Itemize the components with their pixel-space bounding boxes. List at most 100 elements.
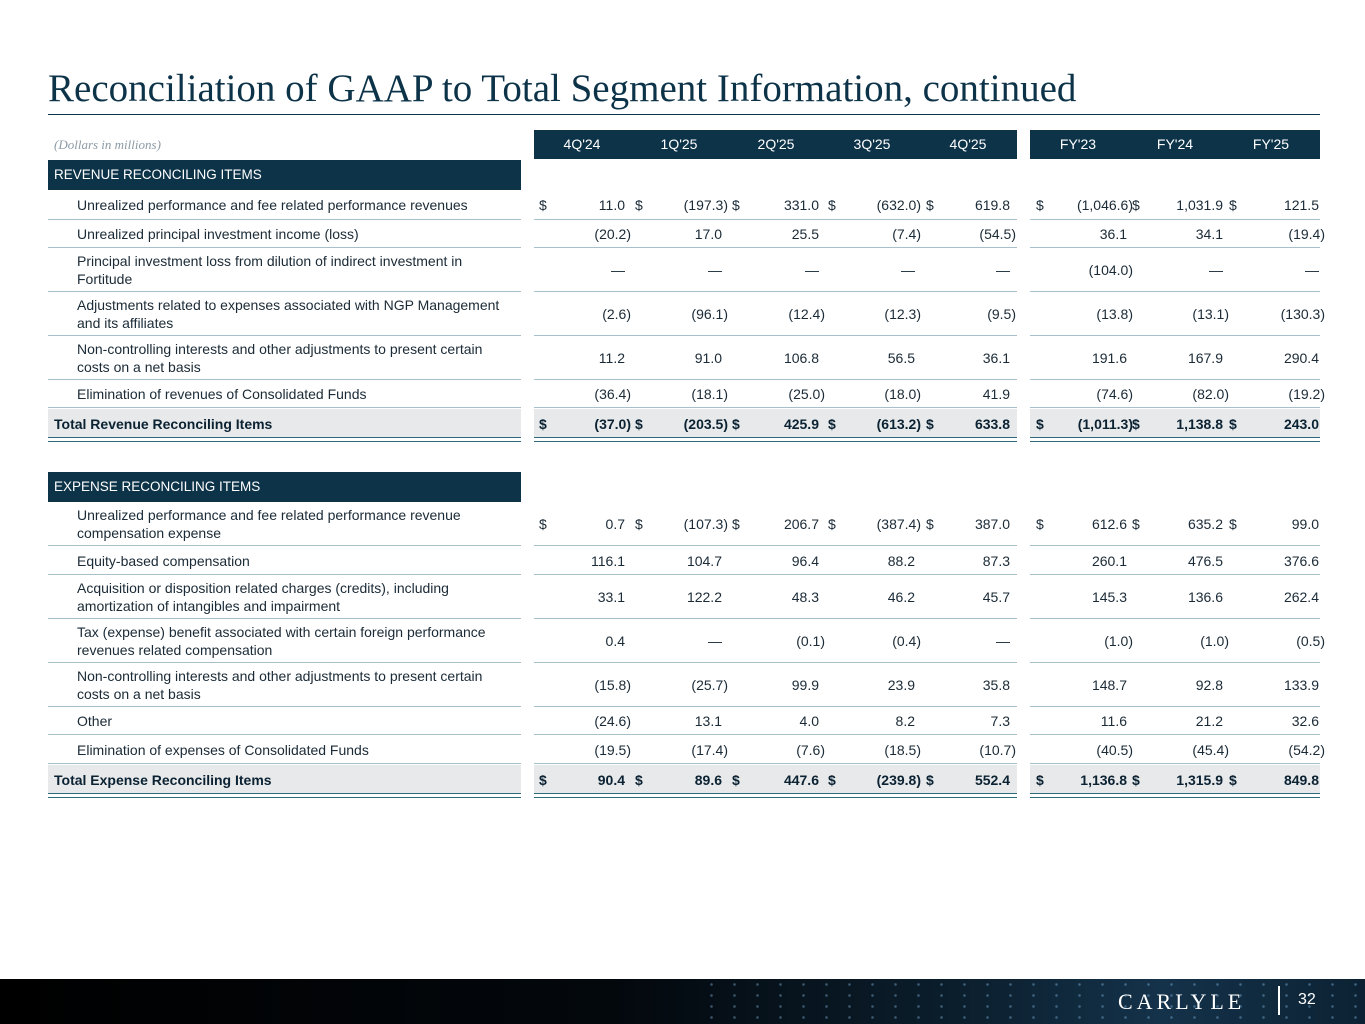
table-row: Adjustments related to expenses associat… (48, 292, 1325, 336)
cell-value: 7.3 (990, 713, 1010, 729)
cell-value: (82.0) (1192, 386, 1229, 402)
cell-value: (203.5) (683, 415, 728, 432)
table-row: Unrealized performance and fee related p… (48, 190, 1320, 220)
cell-value: (96.1) (691, 306, 728, 322)
row-divider (48, 219, 521, 220)
currency-symbol: $ (1036, 771, 1044, 788)
row-divider (48, 247, 521, 248)
row-divider (1030, 545, 1320, 546)
cell-value: (54.2) (1288, 741, 1325, 758)
cell-value: (74.6) (1096, 386, 1133, 402)
cell-value: (1.0) (1200, 633, 1229, 649)
cell-value: 23.9 (887, 677, 915, 693)
table-row: Non-controlling interests and other adju… (48, 336, 1320, 380)
cell-value: — (708, 633, 722, 649)
cell-value: 21.2 (1195, 713, 1223, 729)
total-row: Total Revenue Reconciling Items $ (37.0) $(… (48, 409, 1320, 442)
cell-value: 56.5 (887, 350, 915, 366)
footer-bar: CARLYLE 32 (0, 979, 1365, 1024)
currency-symbol: $ (1132, 771, 1140, 788)
carlyle-logo: CARLYLE (1118, 989, 1246, 1014)
row-divider (534, 574, 1017, 575)
table-row: Unrealized performance and fee related p… (48, 502, 1320, 546)
total-row-label: Total Expense Reconciling Items (54, 771, 272, 788)
row-divider (48, 574, 521, 575)
cell-value: (0.5) (1296, 633, 1325, 649)
double-underline (1030, 437, 1320, 442)
double-underline (48, 793, 521, 798)
total-row-label: Total Revenue Reconciling Items (54, 415, 273, 432)
currency-symbol: $ (635, 415, 643, 432)
cell-value: (1,046.6) (1076, 197, 1133, 213)
cell-value: (10.7) (979, 741, 1016, 758)
cell-value: (0.1) (796, 633, 825, 649)
currency-symbol: $ (732, 415, 740, 432)
footer-pattern (700, 979, 1365, 1024)
cell-value: 4.0 (799, 713, 819, 729)
cell-value: 17.0 (694, 226, 722, 242)
currency-symbol: $ (1132, 197, 1140, 213)
cell-value: 34.1 (1195, 226, 1223, 242)
row-divider (1030, 618, 1320, 619)
cell-value: (19.5) (594, 741, 631, 758)
units-note: (Dollars in millions) (54, 137, 161, 152)
row-divider (534, 379, 1017, 380)
cell-value: — (901, 262, 915, 278)
cell-value: 612.6 (1091, 516, 1127, 532)
table-row: Acquisition or disposition related charg… (48, 575, 1320, 619)
cell-value: (107.3) (683, 516, 728, 532)
row-divider (1030, 407, 1320, 408)
cell-value: 476.5 (1187, 552, 1223, 569)
expense-section-header: EXPENSE RECONCILING ITEMS (48, 472, 521, 502)
row-divider (534, 734, 1017, 735)
column-header: FY'24 (1156, 136, 1194, 152)
cell-value: — (996, 633, 1010, 649)
cell-value: 376.6 (1283, 552, 1319, 569)
cell-value: 0.4 (605, 633, 625, 649)
page-number: 32 (1298, 991, 1316, 1008)
cell-value: 1,031.9 (1176, 197, 1223, 213)
cell-value: 387.0 (974, 516, 1010, 532)
row-divider (534, 763, 1017, 764)
page-title: Reconciliation of GAAP to Total Segment … (48, 67, 1077, 110)
cell-value: 1,136.8 (1080, 771, 1127, 788)
row-divider (1030, 219, 1320, 220)
cell-value: 290.4 (1283, 350, 1319, 366)
cell-value: 36.1 (1099, 226, 1127, 242)
currency-symbol: $ (539, 771, 547, 788)
cell-value: (45.4) (1192, 741, 1229, 758)
row-divider (48, 335, 521, 336)
table-row: Elimination of expenses of Consolidated … (48, 735, 1325, 764)
row-divider (534, 662, 1017, 663)
cell-value: (15.8) (594, 677, 631, 693)
cell-value: 11.6 (1100, 713, 1127, 729)
cell-value: 122.2 (686, 589, 722, 605)
cell-value: 635.2 (1187, 516, 1223, 532)
cell-value: (197.3) (683, 197, 728, 213)
cell-value: (130.3) (1280, 306, 1325, 322)
row-divider (1030, 379, 1320, 380)
cell-value: 11.2 (598, 350, 625, 366)
currency-symbol: $ (926, 197, 934, 213)
row-divider (48, 545, 521, 546)
row-divider (48, 407, 521, 408)
currency-symbol: $ (926, 516, 934, 532)
cell-value: 425.9 (783, 415, 819, 432)
currency-symbol: $ (1229, 771, 1237, 788)
cell-value: 91.0 (694, 350, 722, 366)
cell-value: 13.1 (694, 713, 722, 729)
cell-value: (13.8) (1096, 306, 1133, 322)
cell-value: (19.2) (1288, 386, 1325, 402)
cell-value: 45.7 (982, 589, 1010, 605)
cell-value: — (611, 262, 625, 278)
cell-value: (13.1) (1192, 306, 1229, 322)
row-divider (1030, 706, 1320, 707)
row-divider (48, 734, 521, 735)
cell-value: 87.3 (982, 552, 1010, 569)
table-row: Tax (expense) benefit associated with ce… (48, 619, 1325, 663)
cell-value: 136.6 (1187, 589, 1223, 605)
cell-value: (12.3) (884, 306, 921, 322)
row-divider (1030, 291, 1320, 292)
currency-symbol: $ (828, 771, 836, 788)
cell-value: (1.0) (1104, 633, 1133, 649)
